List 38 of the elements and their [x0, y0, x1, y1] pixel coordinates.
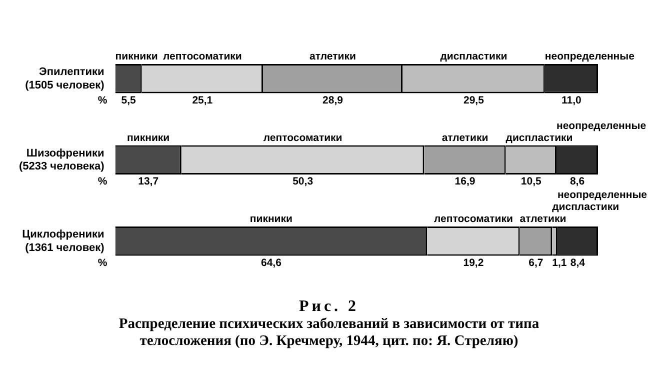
data-label: 6,7	[528, 256, 544, 269]
text: Рис. 2	[298, 298, 360, 316]
series-label: атлетики	[442, 132, 488, 144]
data-label: 16,9	[454, 176, 476, 188]
text: диспластики	[552, 201, 620, 214]
data-label: 1,1	[552, 256, 567, 269]
data-label: 29,5	[463, 94, 484, 106]
x-axis-title: %	[98, 94, 108, 106]
text: Распределение психических заболеваний в зависимости от типа телосложения (по Э. Кречмеру, 1944, цит. по: Я. Стреляю)	[118, 316, 540, 350]
text: лептосоматики	[162, 50, 242, 63]
text: лептосоматики	[434, 213, 513, 226]
data-label: 8,4	[570, 256, 586, 269]
data-label: 64,6	[260, 256, 282, 269]
y-tick-label: Эпилептики (1505 человек)	[25, 66, 105, 92]
text: атлетики	[520, 213, 566, 226]
series-label: лептосоматики	[263, 132, 342, 144]
text: атлетики	[310, 50, 356, 63]
data-label: 28,9	[322, 94, 344, 106]
text: неопределенные	[556, 120, 646, 132]
text: диспластики	[440, 50, 508, 63]
y-tick-label: Циклофреники (1361 человек)	[22, 228, 105, 254]
text: неопределенные	[557, 189, 648, 202]
data-label: 5,5	[121, 94, 136, 106]
data-label: 13,7	[138, 176, 159, 188]
series-label: диспластики	[506, 132, 573, 144]
series-label: пикники	[127, 132, 170, 144]
data-label: 25,1	[192, 94, 213, 106]
text: пикники	[115, 50, 158, 63]
data-label: 8,6	[570, 176, 585, 188]
text: пикники	[250, 213, 292, 226]
text: %	[98, 256, 108, 269]
data-label: 50,3	[292, 176, 314, 188]
data-label: 10,5	[520, 176, 542, 188]
text: %	[98, 176, 108, 188]
series-label: неопределенные	[544, 50, 635, 63]
data-label: 19,2	[463, 256, 484, 269]
y-tick-label: Шизофреники (5233 человека)	[18, 147, 105, 173]
data-label: 11,0	[562, 94, 582, 106]
